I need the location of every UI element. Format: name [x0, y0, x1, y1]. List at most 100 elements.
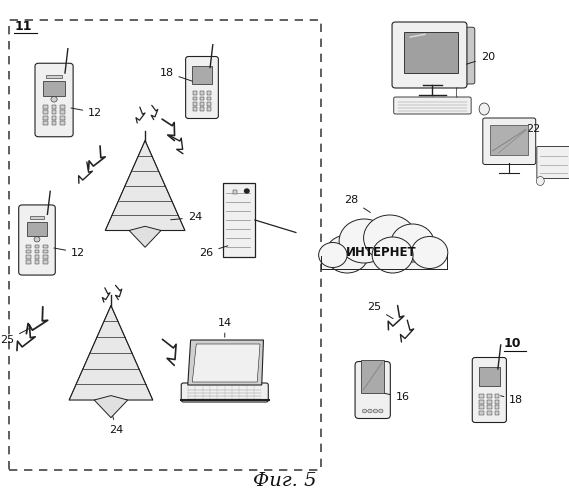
Bar [43, 255, 48, 258]
Circle shape [245, 189, 249, 193]
Bar [26, 255, 31, 258]
FancyBboxPatch shape [392, 22, 467, 88]
Circle shape [51, 96, 57, 102]
Bar [43, 250, 48, 254]
FancyBboxPatch shape [537, 146, 569, 178]
Bar [30, 216, 44, 220]
Bar [495, 394, 500, 398]
Text: 28: 28 [344, 195, 370, 212]
Circle shape [34, 236, 40, 242]
Bar [46, 75, 62, 78]
Bar [35, 260, 39, 264]
Bar [192, 102, 197, 106]
Text: Фиг. 5: Фиг. 5 [253, 472, 316, 490]
Bar [487, 400, 492, 404]
Bar [200, 91, 204, 95]
Bar [200, 96, 204, 100]
Circle shape [319, 242, 347, 268]
Text: 16: 16 [384, 392, 410, 402]
Bar [60, 116, 65, 119]
FancyBboxPatch shape [35, 63, 73, 136]
Bar [52, 122, 56, 125]
Bar [495, 406, 500, 409]
Bar [487, 394, 492, 398]
Bar [26, 260, 31, 264]
Bar [60, 122, 65, 125]
Text: 20: 20 [467, 52, 495, 64]
Polygon shape [188, 340, 263, 385]
Bar [200, 108, 204, 111]
Bar [35, 250, 39, 254]
Bar [43, 122, 48, 125]
Bar [207, 91, 212, 95]
Bar [43, 105, 48, 109]
Bar [361, 360, 384, 392]
Text: 18: 18 [501, 395, 523, 405]
Polygon shape [192, 344, 260, 382]
Polygon shape [69, 306, 152, 400]
Bar [26, 250, 31, 254]
Circle shape [325, 235, 369, 273]
Bar [479, 406, 484, 409]
FancyBboxPatch shape [394, 97, 471, 114]
FancyBboxPatch shape [185, 56, 218, 118]
Bar [490, 125, 528, 156]
Bar [60, 105, 65, 109]
Bar [495, 400, 500, 404]
Text: 18: 18 [159, 68, 193, 82]
Bar [43, 245, 48, 248]
Bar [495, 411, 500, 415]
Text: ИНТЕРНЕТ: ИНТЕРНЕТ [346, 246, 417, 259]
FancyBboxPatch shape [19, 205, 55, 275]
Bar [487, 411, 492, 415]
Circle shape [373, 409, 378, 413]
Bar [43, 81, 65, 96]
Bar [233, 190, 237, 194]
Bar [26, 245, 31, 248]
Text: 22: 22 [514, 124, 541, 136]
Bar [52, 105, 56, 109]
Bar [192, 108, 197, 111]
Circle shape [379, 409, 383, 413]
Bar [207, 102, 212, 106]
Text: 12: 12 [54, 248, 85, 258]
Circle shape [391, 224, 434, 262]
Ellipse shape [536, 176, 544, 186]
Bar [192, 96, 197, 100]
Circle shape [368, 409, 372, 413]
Circle shape [411, 236, 448, 268]
Bar [479, 394, 484, 398]
Bar [192, 91, 197, 95]
Bar [52, 110, 56, 114]
Bar [60, 110, 65, 114]
Text: 10: 10 [504, 337, 521, 350]
Bar [35, 245, 39, 248]
Bar [479, 400, 484, 404]
Text: 12: 12 [71, 108, 102, 118]
Bar [487, 406, 492, 409]
Circle shape [362, 409, 366, 413]
Text: 26: 26 [199, 246, 228, 258]
Bar [192, 66, 212, 84]
Bar [35, 255, 39, 258]
Bar [27, 222, 47, 236]
Ellipse shape [479, 103, 489, 115]
FancyBboxPatch shape [355, 362, 390, 418]
Text: 25: 25 [367, 302, 393, 318]
Bar [207, 96, 212, 100]
Polygon shape [94, 396, 127, 417]
Bar [405, 32, 457, 73]
FancyBboxPatch shape [472, 358, 506, 422]
Bar [52, 116, 56, 119]
FancyBboxPatch shape [400, 27, 475, 84]
Bar [43, 116, 48, 119]
Bar [200, 102, 204, 106]
Bar [321, 245, 441, 269]
Text: 25: 25 [0, 329, 29, 345]
FancyBboxPatch shape [181, 383, 269, 402]
Text: 11: 11 [14, 20, 32, 32]
Text: 14: 14 [218, 318, 232, 337]
Circle shape [364, 215, 416, 261]
FancyBboxPatch shape [222, 183, 255, 257]
Bar [43, 110, 48, 114]
